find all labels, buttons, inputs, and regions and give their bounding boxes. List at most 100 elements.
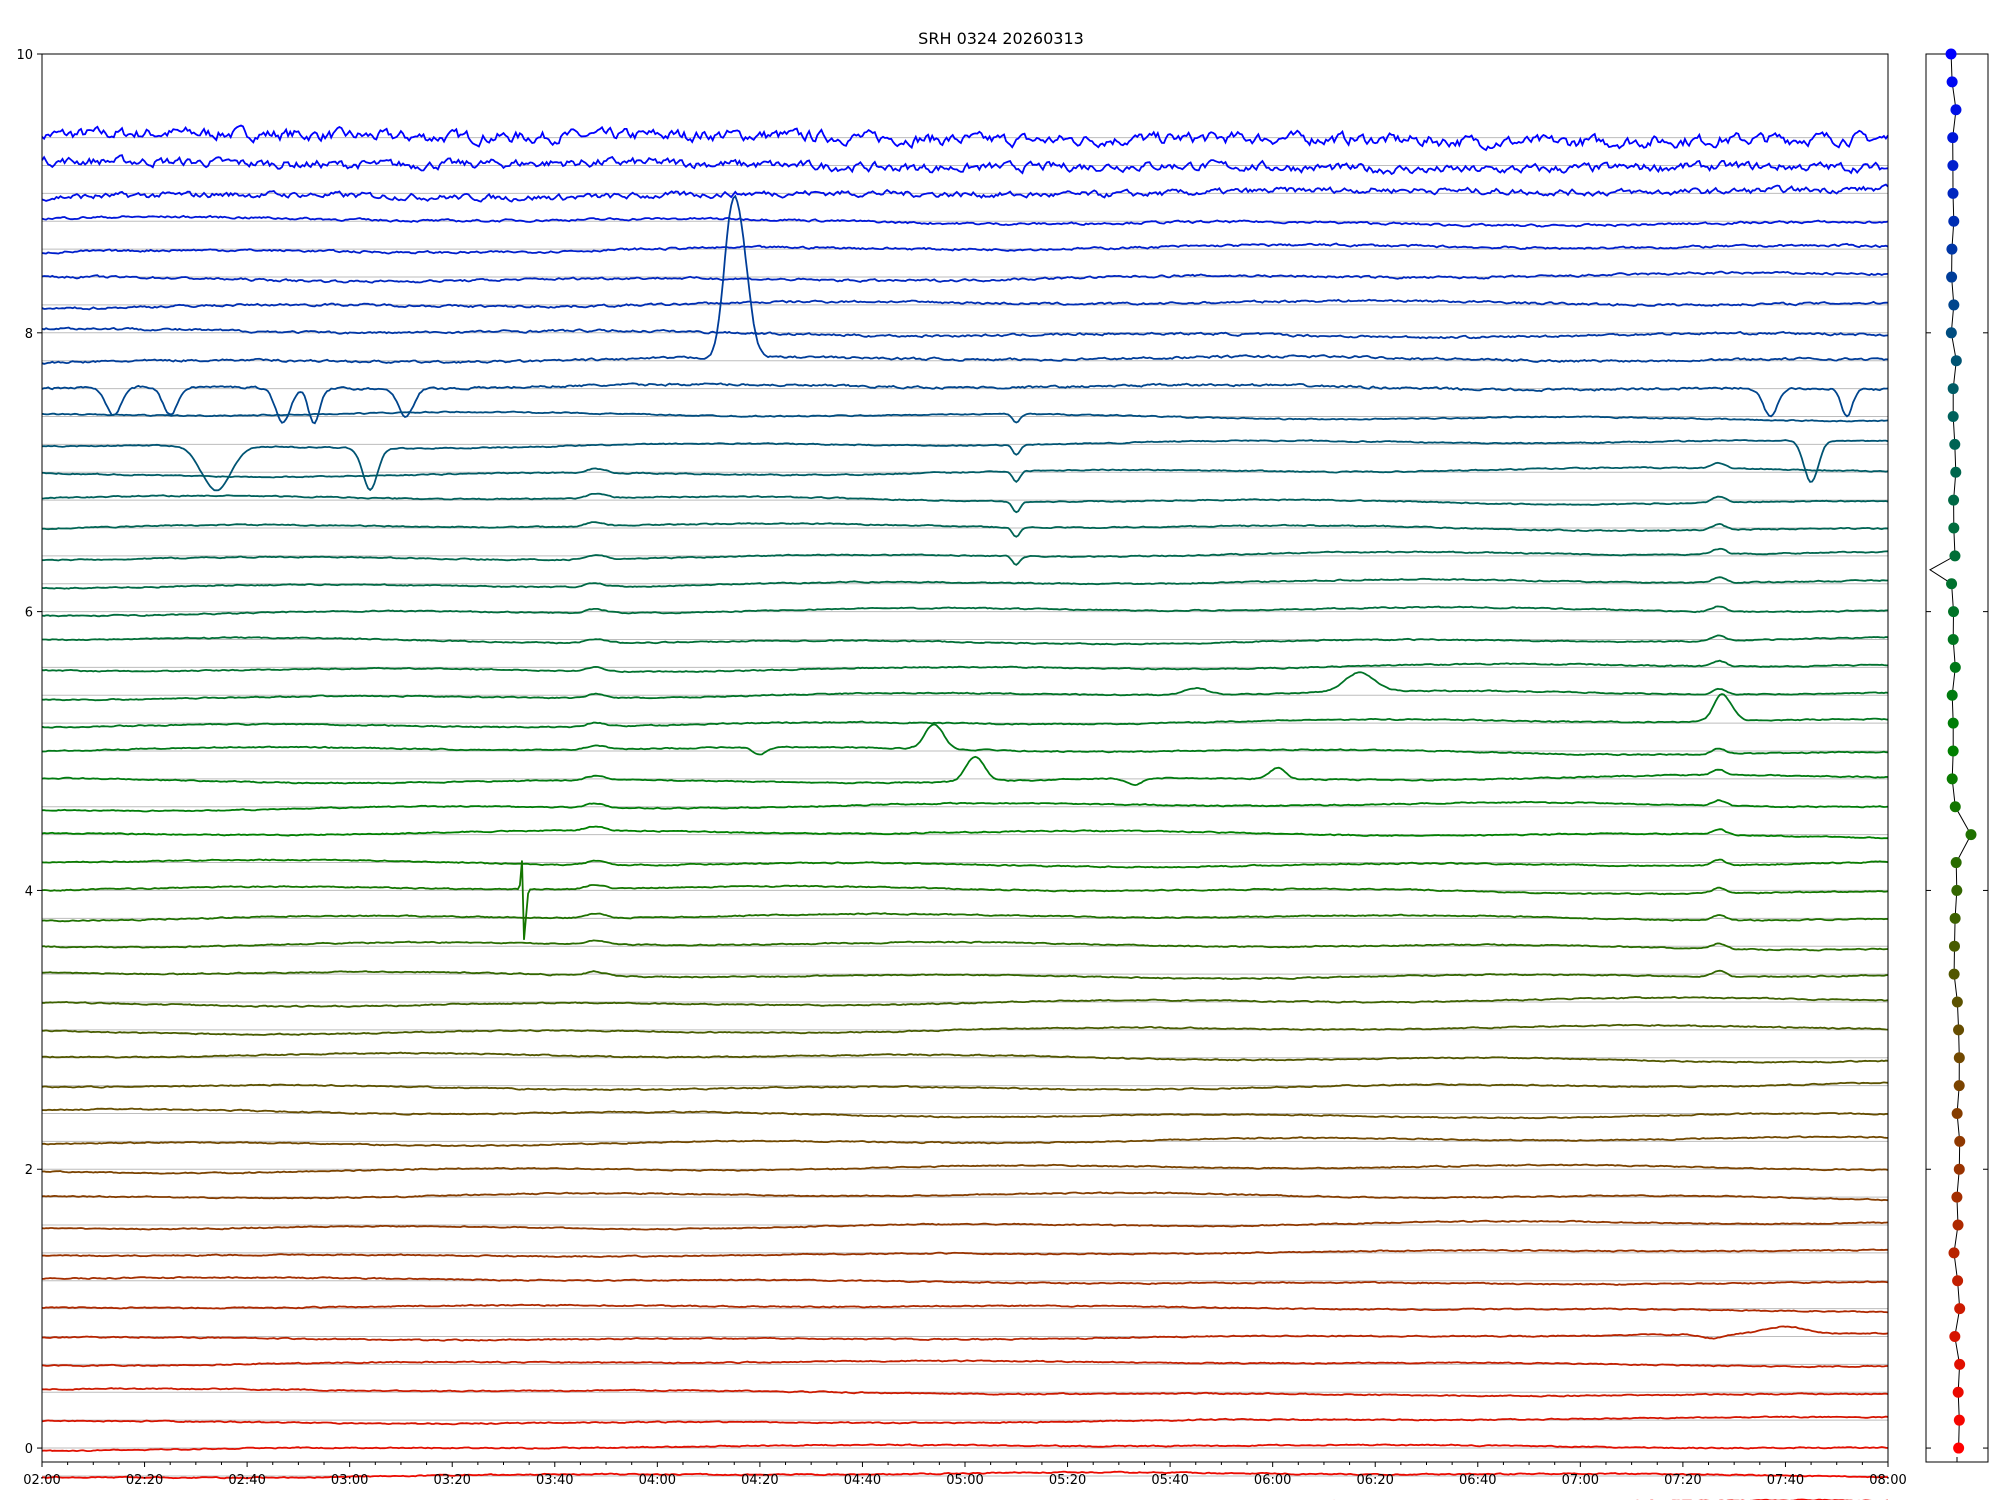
trace-line (41, 183, 1889, 203)
trace-line (42, 1107, 1889, 1120)
side-marker (1949, 801, 1961, 813)
side-panel (1925, 48, 1989, 1463)
trace-line (41, 326, 1889, 340)
x-tick-label: 07:00 (1562, 1473, 1599, 1488)
trace-line (41, 605, 1888, 618)
side-marker (1965, 829, 1977, 841)
side-marker (1947, 634, 1959, 646)
trace-line (41, 1219, 1889, 1231)
side-panel-markers (1926, 48, 1988, 1462)
trace-line (41, 1248, 1888, 1258)
trace-line (41, 521, 1889, 538)
x-tick-label: 07:20 (1664, 1473, 1701, 1488)
side-marker (1948, 606, 1960, 618)
side-marker (1952, 1386, 1964, 1398)
side-marker (1948, 522, 1960, 534)
side-marker (1945, 48, 1957, 60)
trace-line (41, 1443, 1889, 1453)
x-tick-label: 04:40 (844, 1473, 881, 1488)
trace-line (41, 1051, 1889, 1064)
side-marker (1953, 1052, 1965, 1064)
trace-line (41, 799, 1889, 813)
trace-line (41, 194, 1889, 365)
side-marker (1948, 299, 1960, 311)
side-marker (1947, 717, 1959, 729)
trace-line (41, 1275, 1889, 1286)
x-tick-label: 06:00 (1254, 1473, 1291, 1488)
x-tick-label: 02:40 (228, 1473, 265, 1488)
side-marker (1948, 494, 1960, 506)
trace-line (41, 461, 1889, 483)
side-marker (1946, 578, 1958, 590)
side-marker (1954, 1303, 1966, 1315)
trace-line (41, 860, 1889, 940)
trace-line (42, 969, 1889, 981)
trace-line (41, 547, 1889, 566)
side-marker (1946, 271, 1958, 283)
trace-line (41, 659, 1889, 674)
side-marker (1947, 383, 1959, 395)
trace-line (41, 858, 1889, 869)
x-tick-label: 06:20 (1356, 1473, 1393, 1488)
side-marker (1948, 968, 1960, 980)
side-marker (1948, 1247, 1960, 1259)
side-marker (1953, 1442, 1965, 1454)
x-tick-label: 03:40 (536, 1473, 573, 1488)
side-marker (1951, 1107, 1963, 1119)
side-marker (1953, 1024, 1965, 1036)
trace-line (41, 576, 1888, 590)
trace-line (41, 1023, 1889, 1036)
side-marker (1952, 1219, 1964, 1231)
side-marker (1948, 215, 1960, 227)
y-tick-label: 10 (16, 48, 33, 63)
x-tick-label: 08:00 (1869, 1473, 1906, 1488)
trace-line (41, 439, 1889, 492)
x-tick-label: 02:20 (126, 1473, 163, 1488)
trace-line (41, 242, 1889, 255)
side-marker (1952, 1275, 1964, 1287)
x-tick-label: 03:00 (331, 1473, 368, 1488)
side-marker (1950, 355, 1962, 367)
trace-line (41, 492, 1889, 514)
trace-line (41, 270, 1889, 284)
trace-line (41, 939, 1889, 952)
y-tick-label: 8 (25, 327, 33, 342)
side-marker (1946, 243, 1958, 255)
y-tick-label: 4 (25, 884, 33, 899)
trace-line (41, 1163, 1889, 1175)
trace-line (41, 671, 1889, 702)
side-marker (1950, 466, 1962, 478)
trace-line (41, 410, 1889, 424)
side-marker (1946, 76, 1958, 88)
side-marker (1953, 1414, 1965, 1426)
trace-line (41, 1191, 1889, 1202)
x-tick-label: 05:40 (1151, 1473, 1188, 1488)
trace-line (41, 1081, 1889, 1092)
x-tick-label: 06:40 (1459, 1473, 1496, 1488)
trace-line (41, 1135, 1889, 1147)
x-tick-label: 03:20 (433, 1473, 470, 1488)
side-marker (1953, 1163, 1965, 1175)
trace-line (41, 1303, 1889, 1314)
y-tick-label: 0 (25, 1442, 33, 1457)
trace-line (41, 912, 1889, 923)
side-marker (1953, 1080, 1965, 1092)
x-tick-label: 07:40 (1767, 1473, 1804, 1488)
trace-line (41, 1359, 1888, 1369)
trace-line (41, 755, 1889, 787)
side-marker (1949, 1331, 1961, 1343)
trace-line (41, 1415, 1889, 1426)
main-plot: 0 2 4 6 8 10 02:00 02:20 02:40 03:00 03:20 03:40 04… (16, 48, 1907, 1500)
trace-line (41, 693, 1889, 729)
side-marker (1946, 689, 1958, 701)
x-tick-label: 02:00 (23, 1473, 60, 1488)
side-marker (1954, 1135, 1966, 1147)
side-marker (1949, 438, 1961, 450)
trace-line (41, 825, 1888, 840)
side-marker (1951, 1191, 1963, 1203)
chart-title: SRH 0324 20260313 (918, 29, 1084, 48)
y-tick-label: 2 (25, 1163, 33, 1178)
x-tick-label: 05:00 (946, 1473, 983, 1488)
trace-line (41, 298, 1888, 311)
